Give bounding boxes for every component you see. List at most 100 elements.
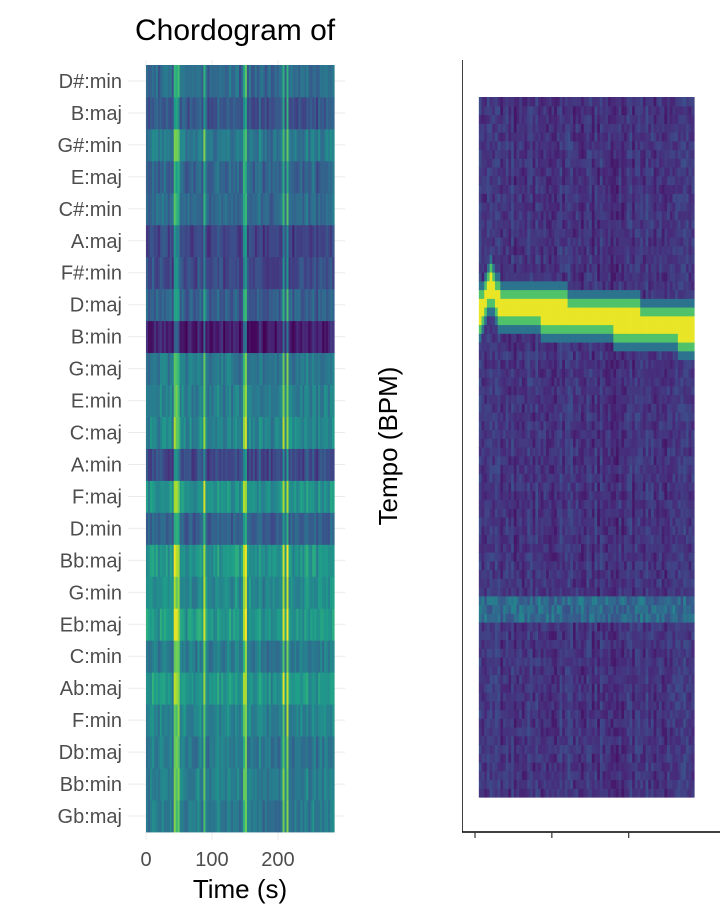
tempogram-cell xyxy=(556,420,561,431)
tempogram-cell xyxy=(546,587,550,597)
tempogram-cell xyxy=(505,473,510,483)
chordogram-cell xyxy=(161,576,165,609)
tempogram-cell xyxy=(562,657,566,667)
chordogram-cell xyxy=(278,352,282,385)
tempogram-cell xyxy=(540,228,544,238)
chordogram-cell xyxy=(219,704,222,737)
chordogram-cell xyxy=(312,416,315,449)
tempogram-cell xyxy=(500,175,504,186)
tempogram-cell xyxy=(478,455,483,466)
tempogram-cell xyxy=(497,490,501,501)
chordogram-cell xyxy=(237,640,240,673)
tempogram-cell xyxy=(559,499,563,509)
tempogram-cell xyxy=(478,377,483,387)
chordogram-cell xyxy=(217,672,220,705)
chordogram-cell xyxy=(242,736,246,769)
chordogram-cell xyxy=(191,544,195,577)
chordogram-cell xyxy=(163,608,167,641)
chordogram-cell xyxy=(320,320,323,354)
chordogram-cell xyxy=(163,320,167,354)
chordogram-cell xyxy=(318,512,321,545)
tempogram-cell xyxy=(538,359,542,369)
tempogram-cell xyxy=(554,447,558,457)
chordogram-cell xyxy=(258,160,262,194)
tempogram-cell xyxy=(559,683,563,693)
tempogram-cell xyxy=(538,333,542,343)
tempogram-cell xyxy=(481,735,485,746)
tempogram-cell xyxy=(500,490,504,501)
tempogram-cell xyxy=(481,342,485,352)
chordogram-cell xyxy=(219,544,222,577)
tempogram-cell xyxy=(508,280,512,291)
chordogram-cell xyxy=(205,768,208,801)
chordogram-cell xyxy=(260,352,264,385)
tempogram-cell xyxy=(564,595,569,606)
tempogram-cell xyxy=(556,447,561,457)
chordogram-cell xyxy=(187,320,191,354)
tempogram-cell xyxy=(494,788,499,798)
tempogram-cell xyxy=(478,473,483,483)
chordogram-cell xyxy=(278,160,282,194)
chordogram-cell xyxy=(193,256,197,290)
tempogram-cell xyxy=(511,140,515,151)
chordogram-cell xyxy=(213,672,216,705)
chordogram-cell xyxy=(219,736,222,769)
tempogram-cell xyxy=(513,762,518,772)
chordogram-cell xyxy=(284,768,288,801)
chordogram-cell xyxy=(258,544,262,577)
chordogram-cell xyxy=(229,768,232,801)
tempogram-cell xyxy=(524,508,528,518)
chordogram-cell xyxy=(330,640,333,673)
chordogram-cell xyxy=(161,640,165,673)
tempogram-cell xyxy=(529,692,534,702)
chordogram-cell xyxy=(167,256,171,290)
chordogram-cell xyxy=(284,672,288,705)
chordogram-cell xyxy=(193,800,197,833)
tempogram-cell xyxy=(529,429,534,439)
tempogram-cell xyxy=(548,429,553,439)
chordogram-cell xyxy=(151,704,155,737)
tempogram-cell xyxy=(484,718,488,728)
tempogram-cell xyxy=(516,202,520,212)
chordogram-cell xyxy=(231,256,234,290)
chordogram-cell xyxy=(288,256,292,290)
chordogram-cell xyxy=(308,320,311,354)
tempogram-cell xyxy=(546,210,550,221)
chordogram-cell xyxy=(242,416,246,449)
tempogram-cell xyxy=(489,534,493,544)
chordogram-cell xyxy=(209,576,212,609)
chordogram-cell xyxy=(239,576,242,609)
tempogram-cell xyxy=(521,657,526,667)
tempogram-cell xyxy=(497,158,501,168)
tempogram-cell xyxy=(564,158,569,168)
tempogram-cell xyxy=(564,604,569,614)
tempogram-cell xyxy=(508,438,512,448)
tempogram-cell xyxy=(505,324,510,334)
tempogram-cell xyxy=(478,543,483,553)
chordogram-cell xyxy=(254,608,258,641)
chordogram-cell xyxy=(229,384,232,417)
tempogram-cell xyxy=(556,473,561,483)
chordogram-cell xyxy=(195,640,199,673)
chordogram-cell xyxy=(165,736,169,769)
chordogram-cell xyxy=(173,224,177,258)
tempogram-cell xyxy=(546,263,550,273)
tempogram-cell xyxy=(538,482,542,492)
tempogram-cell xyxy=(535,377,539,387)
chordogram-cell xyxy=(177,672,181,705)
chordogram-cell xyxy=(268,608,272,641)
chordogram-y-tick-label: C:min xyxy=(70,646,122,668)
tempogram-cell xyxy=(546,272,550,282)
tempogram-cell xyxy=(540,385,544,396)
chordogram-cell xyxy=(292,544,296,577)
tempogram-cell xyxy=(546,167,550,177)
tempogram-cell xyxy=(524,315,528,326)
tempogram-cell xyxy=(543,639,547,649)
tempogram-cell xyxy=(519,744,523,754)
tempogram-cell xyxy=(521,552,526,562)
tempogram-cell xyxy=(556,709,561,719)
tempogram-cell xyxy=(562,420,566,431)
tempogram-cell xyxy=(481,359,485,369)
tempogram-cell xyxy=(508,237,512,247)
tempogram-cell xyxy=(508,350,512,361)
